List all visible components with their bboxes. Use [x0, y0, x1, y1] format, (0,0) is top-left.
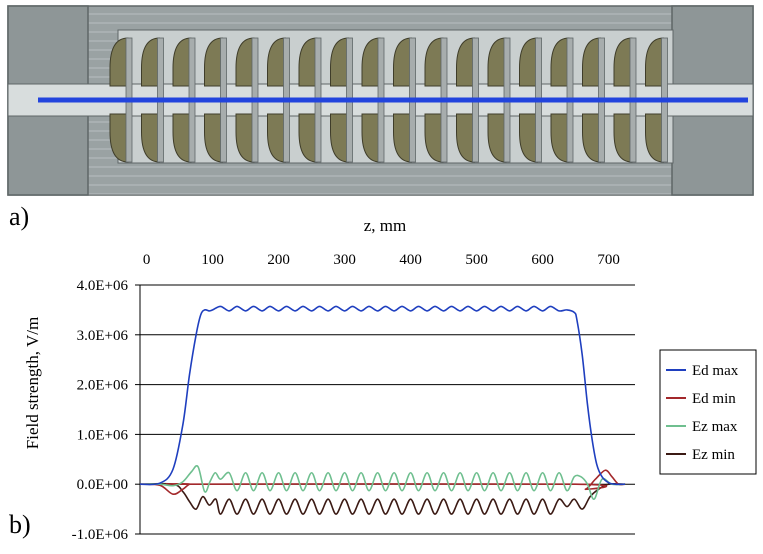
y-tick-label: 3.0E+06: [77, 328, 129, 344]
y-axis-label: Field strength, V/m: [23, 317, 42, 449]
cell-disk: [204, 37, 223, 163]
cell-disk: [519, 37, 538, 163]
cell-disk: [424, 37, 444, 163]
x-tick-label: 200: [267, 252, 290, 268]
legend: Ed max Ed min Ez max Ez min: [659, 349, 757, 475]
structure-drawing: [7, 5, 754, 196]
cell-disk: [267, 37, 286, 163]
y-tick-label: 1.0E+06: [77, 427, 129, 443]
series-line-ed-max: [139, 305, 626, 486]
cell-disk: [645, 37, 664, 163]
y-tick-label: 0.0E+00: [77, 477, 128, 493]
cell-disk: [298, 37, 318, 163]
cell-disk: [235, 37, 255, 163]
x-tick-label: 500: [465, 252, 488, 268]
cell-disk: [582, 37, 601, 163]
series-line-ed-min: [139, 469, 626, 496]
panel-label-b: b): [9, 510, 31, 539]
y-tick-label: 2.0E+06: [77, 378, 129, 394]
x-tick-label: 400: [399, 252, 422, 268]
x-tick-label: 0: [143, 252, 151, 268]
series-line-ez-max: [139, 464, 626, 500]
x-axis-label: z, mm: [364, 216, 407, 235]
cell-disk: [487, 37, 507, 163]
legend-label: Ed max: [692, 363, 739, 379]
x-tick-label: 300: [333, 252, 356, 268]
x-axis-ticks: 0 100 200 300 400 500 600 700: [143, 252, 620, 268]
cell-disk: [172, 37, 192, 163]
series-line-ez-min: [139, 482, 626, 515]
cell-disk: [393, 37, 412, 163]
legend-label: Ez max: [692, 419, 738, 435]
cell-disk: [550, 37, 570, 163]
cell-disk: [613, 37, 633, 163]
panel-label-a: a): [9, 202, 30, 231]
x-tick-label: 600: [531, 252, 554, 268]
cell-disk: [361, 37, 381, 163]
y-axis-ticks: -1.0E+06 0.0E+00 1.0E+06 2.0E+06 3.0E+06 4.0E…: [72, 278, 140, 543]
series-lines: [139, 305, 626, 515]
x-tick-label: 100: [201, 252, 224, 268]
cell-disk: [330, 37, 349, 163]
cell-disk: [456, 37, 475, 163]
x-tick-label: 700: [597, 252, 620, 268]
y-tick-label: -1.0E+06: [72, 527, 129, 543]
legend-label: Ed min: [692, 391, 736, 407]
cell-disk: [109, 37, 129, 163]
legend-label: Ez min: [692, 447, 735, 463]
chart-grid: [139, 284, 635, 535]
y-tick-label: 4.0E+06: [77, 278, 129, 294]
cell-disk: [141, 37, 160, 163]
